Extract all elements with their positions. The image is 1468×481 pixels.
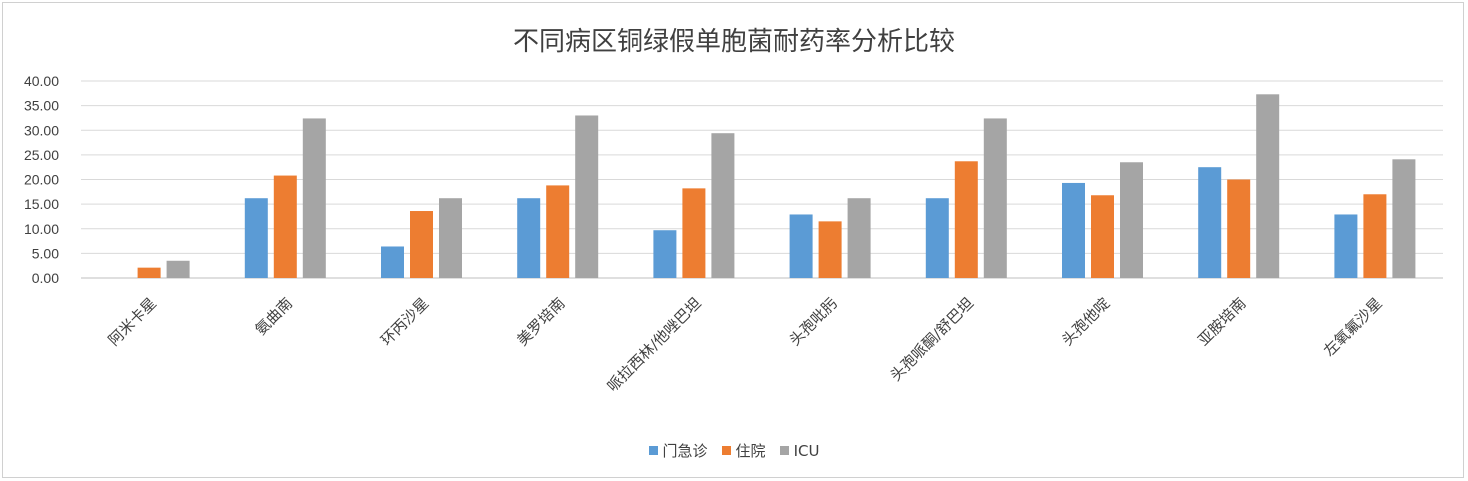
bar bbox=[847, 198, 871, 278]
legend-label-series-2: 住院 bbox=[735, 442, 766, 460]
legend-swatch-series-1 bbox=[648, 446, 658, 455]
y-tick-label: 0.00 bbox=[32, 270, 59, 286]
bar bbox=[166, 260, 190, 278]
x-category-label: 环丙沙星 bbox=[377, 294, 432, 349]
bar bbox=[410, 211, 433, 278]
bar bbox=[789, 214, 813, 278]
bar bbox=[381, 246, 404, 278]
x-category-label: 阿米卡星 bbox=[105, 294, 160, 349]
bar bbox=[273, 175, 297, 278]
bar bbox=[1062, 182, 1085, 278]
bar bbox=[1392, 159, 1416, 278]
bar bbox=[818, 221, 842, 278]
bar bbox=[682, 188, 706, 278]
bar bbox=[517, 198, 541, 278]
bars bbox=[137, 94, 1416, 279]
legend-item-series-1: 门急诊 bbox=[648, 440, 708, 461]
legend-item-series-2: 住院 bbox=[721, 440, 766, 461]
bar bbox=[983, 118, 1007, 279]
x-category-label: 头孢吡肟 bbox=[786, 294, 841, 349]
bar bbox=[1091, 195, 1114, 278]
x-category-label: 左氧氟沙星 bbox=[1320, 294, 1386, 360]
y-tick-label: 25.00 bbox=[24, 147, 59, 163]
y-tick-label: 30.00 bbox=[24, 122, 59, 138]
bar bbox=[1198, 167, 1222, 278]
bar bbox=[711, 133, 735, 278]
bar bbox=[137, 267, 161, 278]
bar bbox=[1334, 214, 1358, 278]
y-tick-label: 15.00 bbox=[24, 196, 59, 212]
x-category-label: 头孢哌酮/舒巴坦 bbox=[887, 294, 978, 385]
y-tick-label: 35.00 bbox=[24, 98, 59, 114]
bar bbox=[244, 198, 268, 278]
legend-label-series-3: ICU bbox=[793, 441, 820, 460]
x-axis-labels: 阿米卡星 氨曲南 环丙沙星 美罗培南 哌拉西林/他唑巴坦 头孢吡肟 头孢哌酮/舒巴坦 头孢他啶… bbox=[105, 294, 1386, 395]
legend-item-series-3: ICU bbox=[779, 440, 820, 461]
bar bbox=[575, 115, 599, 278]
bar-chart: 0.00 5.00 10.00 15.00 20.00 25.00 30.00 35.00 40… bbox=[24, 73, 1443, 395]
bar bbox=[1120, 162, 1143, 278]
bar bbox=[1363, 194, 1387, 278]
y-tick-label: 20.00 bbox=[24, 172, 59, 188]
bar bbox=[653, 230, 677, 278]
x-category-label: 亚胺培南 bbox=[1194, 294, 1249, 349]
x-category-label: 氨曲南 bbox=[252, 294, 297, 339]
y-tick-label: 5.00 bbox=[32, 245, 59, 261]
y-axis-ticks: 0.00 5.00 10.00 15.00 20.00 25.00 30.00 35.00 40… bbox=[24, 73, 59, 286]
y-tick-label: 10.00 bbox=[24, 221, 59, 237]
bar bbox=[439, 198, 462, 278]
x-category-label: 哌拉西林/他唑巴坦 bbox=[604, 294, 705, 395]
bar bbox=[1227, 179, 1251, 278]
legend-label-series-1: 门急诊 bbox=[662, 442, 708, 460]
bar bbox=[925, 198, 949, 278]
bar bbox=[1256, 94, 1280, 278]
x-category-label: 头孢他啶 bbox=[1058, 294, 1113, 349]
legend-swatch-series-3 bbox=[779, 446, 789, 455]
x-category-label: 美罗培南 bbox=[513, 294, 568, 349]
bar bbox=[302, 118, 326, 279]
bar bbox=[954, 161, 978, 278]
y-tick-label: 40.00 bbox=[24, 73, 59, 89]
bar bbox=[546, 185, 570, 278]
chart-title: 不同病区铜绿假单胞菌耐药率分析比较 bbox=[512, 27, 955, 57]
legend-swatch-series-2 bbox=[721, 446, 731, 455]
legend: 门急诊 住院 ICU bbox=[3, 440, 1465, 461]
